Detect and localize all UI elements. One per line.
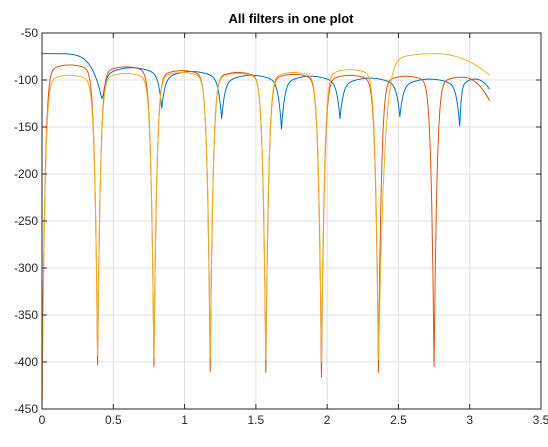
x-tick-labels: 0 0.5 1 1.5 2 2.5 3 3.5 xyxy=(39,413,548,427)
y-tick-label: -400 xyxy=(14,355,38,369)
x-tick-label: 0.5 xyxy=(105,413,122,427)
y-tick-label: -300 xyxy=(14,261,38,275)
y-tick-label: -250 xyxy=(14,214,38,228)
y-tick-labels: -450 -400 -350 -300 -250 -200 -150 -100 -50 xyxy=(14,26,38,416)
x-tick-label: 1.5 xyxy=(248,413,265,427)
grid xyxy=(42,33,541,409)
x-tick-label: 3 xyxy=(466,413,473,427)
y-tick-label: -450 xyxy=(14,402,38,416)
x-tick-label: 1 xyxy=(181,413,188,427)
x-tick-label: 2.5 xyxy=(390,413,407,427)
y-tick-label: -50 xyxy=(21,26,39,40)
series-line-1 xyxy=(42,53,491,130)
chart-title: All filters in one plot xyxy=(229,11,355,26)
series-line-2 xyxy=(41,64,491,410)
y-tick-label: -100 xyxy=(14,73,38,87)
series-lines xyxy=(41,53,491,410)
x-tick-label: 0 xyxy=(39,413,46,427)
y-tick-label: -150 xyxy=(14,120,38,134)
x-tick-label: 3.5 xyxy=(533,413,548,427)
x-tick-label: 2 xyxy=(324,413,331,427)
axis-ticks xyxy=(41,32,542,410)
y-tick-label: -200 xyxy=(14,167,38,181)
series-line-3 xyxy=(41,53,490,410)
y-tick-label: -350 xyxy=(14,308,38,322)
